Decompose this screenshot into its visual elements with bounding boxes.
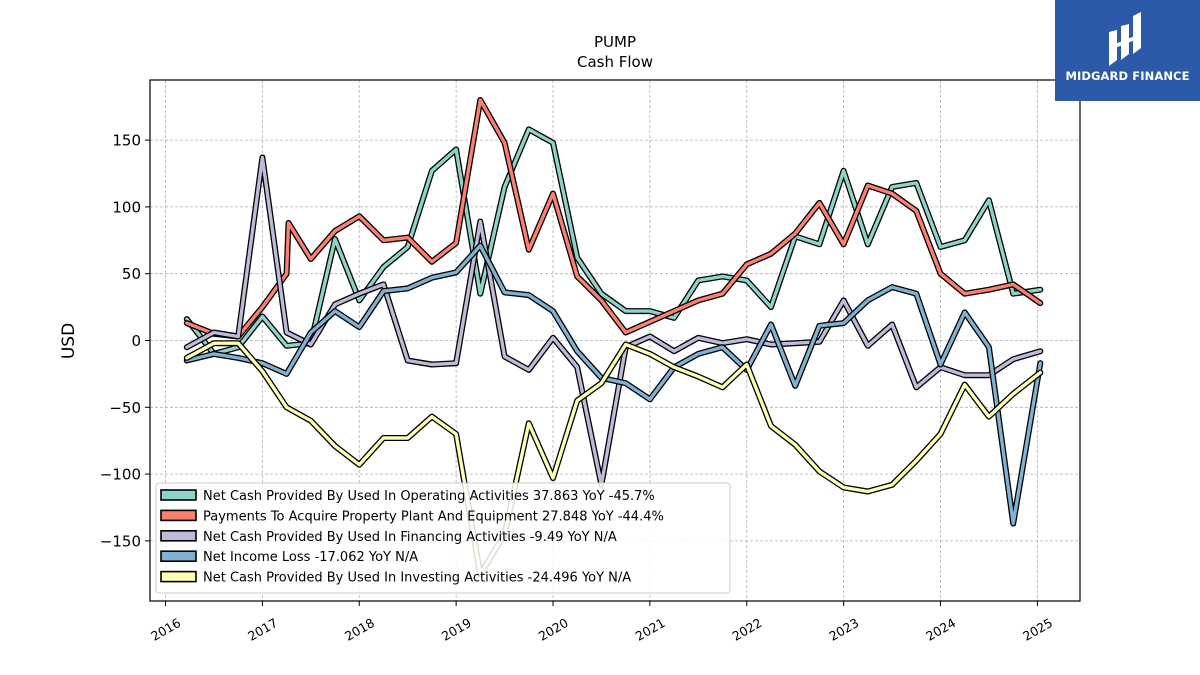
y-tick-label: 50 [122, 265, 141, 283]
midgard-logo-icon [1109, 12, 1141, 66]
y-tick-label: 0 [131, 332, 141, 350]
chart-title: PUMP [594, 33, 636, 51]
series-line-4 [183, 242, 1044, 527]
legend-swatch [160, 509, 197, 522]
legend-swatch [160, 489, 197, 501]
legend: Net Cash Provided By Used In Operating A… [155, 482, 731, 594]
y-tick-label: −100 [100, 466, 141, 484]
series-path [185, 98, 1043, 339]
series-line-1 [183, 126, 1044, 357]
series-path [185, 341, 1043, 576]
series-line-5 [183, 340, 1044, 578]
logo-text: MIDGARD FINANCE [1065, 69, 1190, 83]
series-path [185, 243, 1043, 526]
legend-label: Payments To Acquire Property Plant And E… [203, 509, 664, 524]
series-line-2 [183, 97, 1044, 340]
legend-box [155, 482, 731, 594]
series-lines [183, 97, 1044, 578]
legend-label: Net Cash Provided By Used In Operating A… [203, 489, 655, 504]
legend-swatch [160, 529, 197, 542]
midgard-logo: MIDGARD FINANCE [1055, 0, 1200, 101]
legend-swatch [160, 550, 197, 563]
y-tick-label: −150 [100, 532, 141, 550]
legend-label: Net Income Loss -17.062 YoY N/A [203, 550, 418, 565]
series-path [185, 127, 1043, 356]
legend-label: Net Cash Provided By Used In Investing A… [203, 571, 631, 586]
y-tick-label: 100 [112, 198, 141, 216]
legend-swatch [160, 570, 197, 583]
y-tick-label: 150 [112, 132, 141, 150]
y-axis-label: USD [59, 323, 79, 359]
y-tick-label: −50 [109, 399, 141, 417]
chart-subtitle: Cash Flow [577, 53, 653, 71]
legend-label: Net Cash Provided By Used In Financing A… [203, 530, 617, 545]
